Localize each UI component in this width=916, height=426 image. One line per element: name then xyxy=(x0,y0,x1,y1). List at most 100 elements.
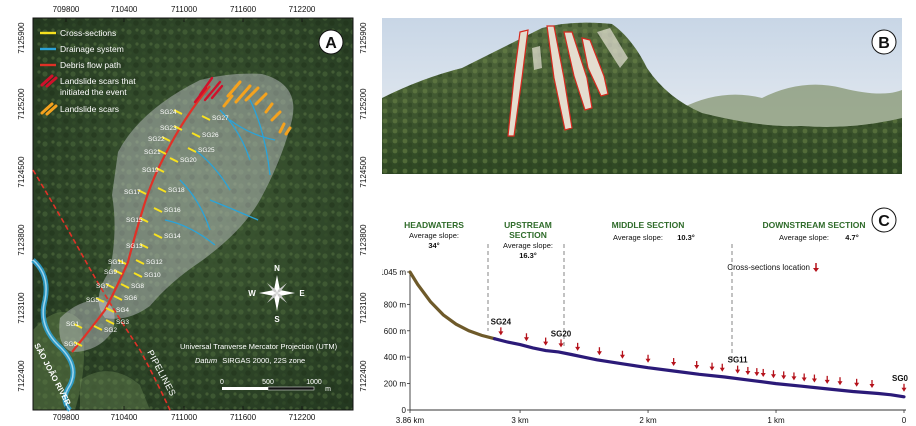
chart-axes xyxy=(409,272,906,411)
cross-section-arrow xyxy=(901,383,907,392)
cross-section-mark xyxy=(139,243,149,249)
map-x-tick-label: 710400 xyxy=(111,413,138,422)
cross-section-arrow xyxy=(869,379,875,388)
cross-section-arrow xyxy=(735,365,741,374)
cross-section-label: SG27 xyxy=(212,115,229,122)
cross-section-label: SG4 xyxy=(116,307,129,314)
map-x-tick-label: 711000 xyxy=(171,5,198,14)
map-y-tick-label: 7123100 xyxy=(359,292,368,324)
cross-section-arrow xyxy=(801,373,807,382)
cross-section-label: SG1 xyxy=(66,321,79,328)
cross-section-arrow xyxy=(754,368,760,377)
cross-section-label: SG3 xyxy=(116,319,129,326)
map-y-tick-label: 7123800 xyxy=(359,224,368,256)
cross-section-mark xyxy=(133,272,143,278)
svg-text:A: A xyxy=(325,35,337,52)
cross-section-mark xyxy=(137,189,147,195)
cross-section-mark xyxy=(153,207,163,213)
cross-section-mark xyxy=(139,217,149,223)
cross-section-label: SG22 xyxy=(148,136,165,143)
legend-label: Landslide scars xyxy=(60,104,119,114)
map-y-tick-label: 7125900 xyxy=(17,22,26,54)
map-y-tick-label: 7124500 xyxy=(17,156,26,188)
cross-section-arrow xyxy=(745,366,751,375)
cross-section-arrow xyxy=(709,362,715,371)
section-marker-label: SG11 xyxy=(728,356,749,365)
section-marker-label: SG20 xyxy=(551,329,572,338)
zone-title: MIDDLE SECTION xyxy=(612,220,685,230)
drainage-lines xyxy=(164,99,276,246)
cross-section-label: SG11 xyxy=(108,259,125,266)
cross-section-mark xyxy=(93,325,103,331)
cross-section-label: SG9 xyxy=(104,269,117,276)
cross-section-mark xyxy=(73,341,83,347)
cross-section-arrow xyxy=(791,372,797,381)
section-marker-labels: SG24 SG20 SG11 SG0 xyxy=(491,317,909,382)
cross-section-label: SG6 xyxy=(124,295,137,302)
cross-section-arrow xyxy=(760,368,766,377)
zone-slope-value: 16.3° xyxy=(519,251,537,260)
cross-section-mark xyxy=(95,297,105,303)
cross-section-label: SG8 xyxy=(131,283,144,290)
profile-line xyxy=(492,337,906,399)
cross-section-mark xyxy=(105,307,115,313)
cross-section-arrow xyxy=(837,377,843,386)
panel-b-label: B xyxy=(871,29,897,55)
map-x-tick-label: 710400 xyxy=(111,5,138,14)
zone-slope-value: 4.7° xyxy=(845,233,858,242)
cross-section-mark xyxy=(105,283,115,289)
cross-section-arrow xyxy=(770,370,776,379)
cross-section-mark xyxy=(155,167,165,173)
cross-section-label: SG14 xyxy=(164,233,181,240)
legend-swatch xyxy=(40,102,54,115)
cross-section-label: SG13 xyxy=(126,243,143,250)
cross-section-arrow xyxy=(694,361,700,370)
cross-section-mark xyxy=(113,269,123,275)
cross-section-markers xyxy=(498,327,907,392)
cross-section-mark xyxy=(173,109,183,115)
zone-slope-label: Average slope: xyxy=(779,233,829,242)
cross-section-mark xyxy=(135,259,145,265)
cross-section-mark xyxy=(161,136,171,142)
svg-text:W: W xyxy=(248,289,256,298)
y-tick-label: 800 m xyxy=(384,300,407,309)
cross-section-label: SG23 xyxy=(160,125,177,132)
cross-section-arrow xyxy=(575,342,581,351)
cross-section-label: SG15 xyxy=(126,217,143,224)
legend-swatch xyxy=(45,104,58,116)
cross-section-label: SG12 xyxy=(146,259,163,266)
y-axis-ticks: 0 200 m 400 m 600 m 800 m 1045 m xyxy=(382,268,410,415)
zone-title: SECTION xyxy=(509,230,547,240)
debris-flow-path xyxy=(71,85,211,353)
cross-section-mark xyxy=(157,187,167,193)
zone-slope-label: Average slope: xyxy=(503,241,553,250)
legend-label: Landslide scars that xyxy=(60,76,136,86)
x-axis-ticks: 3.86 km 3 km 2 km 1 km 0 xyxy=(396,410,907,425)
zone-dividers xyxy=(487,244,733,361)
legend-label: Drainage system xyxy=(60,44,124,54)
projection-text: Universal Tranverse Mercator Projection … xyxy=(180,342,338,351)
cross-section-label: SG24 xyxy=(160,109,177,116)
map-y-tick-label: 7124500 xyxy=(359,156,368,188)
zone-slope-value: 10.3° xyxy=(677,233,695,242)
map-y-tick-label: 7125900 xyxy=(359,22,368,54)
cross-section-label: SG18 xyxy=(168,187,185,194)
cross-section-arrow xyxy=(543,337,549,346)
zone-title: DOWNSTREAM SECTION xyxy=(763,220,866,230)
x-tick-label: 0 xyxy=(902,416,907,425)
map-y-tick-label: 7123800 xyxy=(17,224,26,256)
map-y-tick-label: 7125200 xyxy=(17,88,26,120)
cross-section-label: SG25 xyxy=(198,147,215,154)
cross-section-label: SG2 xyxy=(104,327,117,334)
cross-section-mark xyxy=(113,295,123,301)
arrow-down-icon xyxy=(813,263,819,272)
photo-scars xyxy=(507,25,609,137)
map-x-tick-label: 711000 xyxy=(171,413,198,422)
map-x-tick-label: 712200 xyxy=(289,5,316,14)
svg-text:E: E xyxy=(299,289,305,298)
zone-slope-label: Average slope: xyxy=(613,233,663,242)
svg-text:C: C xyxy=(878,213,890,230)
cross-section-mark xyxy=(157,149,167,155)
